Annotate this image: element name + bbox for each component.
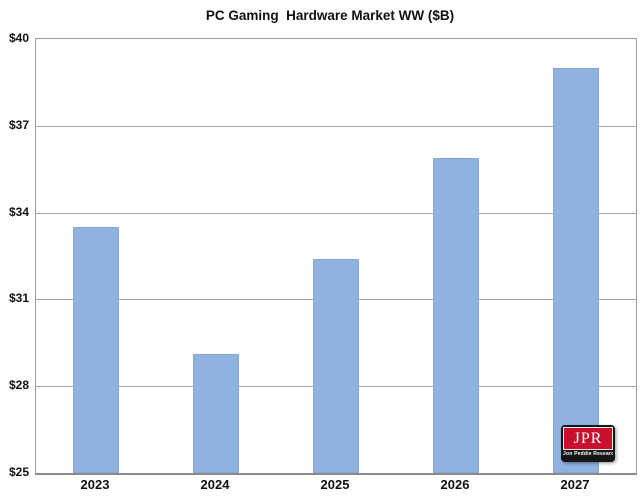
jpr-logo-company-name: Jon Peddie Research	[563, 451, 613, 457]
y-tick-label-37: $37	[8, 118, 29, 132]
gridline-34	[36, 213, 636, 214]
y-tick-label-28: $28	[8, 378, 29, 392]
bar-2027	[553, 68, 599, 473]
x-tick-label-2027: 2027	[560, 477, 590, 492]
y-tick-label-25: $25	[8, 465, 29, 479]
bar-2025	[313, 259, 359, 473]
y-tick-label-40: $40	[8, 31, 29, 45]
y-tick-label-34: $34	[8, 205, 29, 219]
x-tick-label-2025: 2025	[320, 477, 350, 492]
jpr-logo: JPR Jon Peddie Research	[561, 425, 615, 462]
gridline-37	[36, 126, 636, 127]
bar-2023	[73, 227, 119, 473]
jpr-logo-red-field: JPR	[563, 427, 613, 450]
plot-area	[35, 38, 637, 475]
x-tick-label-2026: 2026	[440, 477, 470, 492]
y-tick-label-31: $31	[8, 291, 29, 305]
jpr-logo-acronym: JPR	[573, 429, 603, 447]
bar-2024	[193, 354, 239, 473]
chart-title: PC Gaming Hardware Market WW ($B)	[205, 8, 455, 23]
x-tick-label-2024: 2024	[200, 477, 230, 492]
bar-2026	[433, 158, 479, 473]
x-tick-label-2023: 2023	[80, 477, 110, 492]
